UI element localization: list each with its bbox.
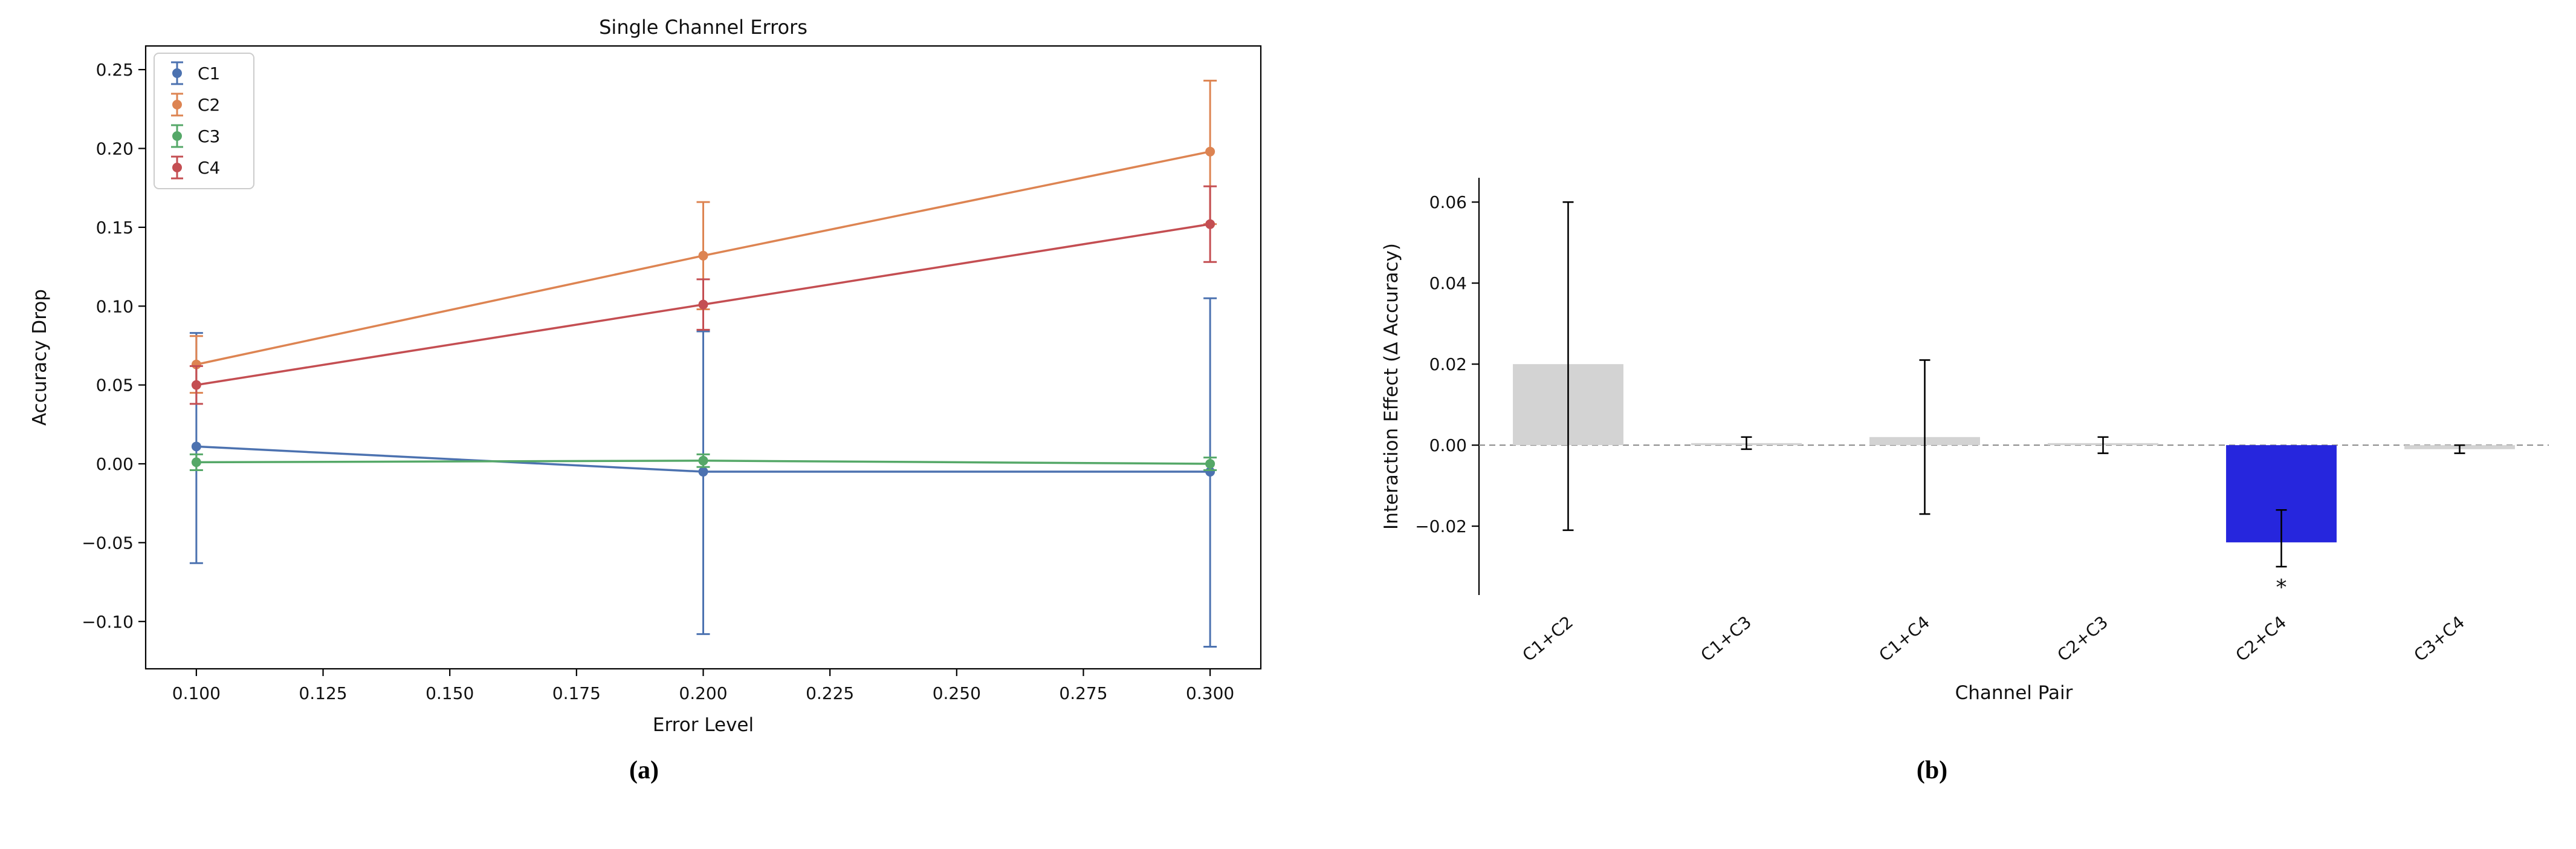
svg-text:C3: C3: [198, 126, 220, 146]
svg-text:Accuracy Drop: Accuracy Drop: [29, 289, 51, 426]
svg-text:C1+C3: C1+C3: [1697, 612, 1755, 665]
svg-text:C1: C1: [198, 63, 220, 83]
svg-text:0.10: 0.10: [95, 296, 133, 316]
svg-text:0.04: 0.04: [1429, 273, 1466, 293]
figure-a-caption: (a): [629, 756, 659, 784]
svg-text:0.20: 0.20: [95, 138, 133, 158]
svg-text:0.25: 0.25: [95, 60, 133, 80]
svg-text:0.00: 0.00: [95, 454, 133, 474]
svg-text:0.175: 0.175: [552, 683, 600, 703]
line-chart-single-channel-errors: Single Channel Errors 0.100 0.125 0.150 0.17…: [29, 16, 1261, 736]
svg-text:C2+C3: C2+C3: [2053, 612, 2111, 665]
svg-text:0.15: 0.15: [95, 218, 133, 238]
svg-text:Error Level: Error Level: [652, 714, 753, 736]
svg-text:C1+C2: C1+C2: [1518, 612, 1576, 665]
svg-text:−0.02: −0.02: [1415, 516, 1467, 536]
svg-text:0.150: 0.150: [426, 683, 474, 703]
svg-text:0.200: 0.200: [679, 683, 727, 703]
figure-b-caption: (b): [1916, 756, 1948, 784]
svg-text:0.02: 0.02: [1429, 354, 1466, 374]
figure-b: −0.02 0.00 0.02 0.04 0.06 C1+C2 C1+C3 C1+C4 C2+C…: [1288, 0, 2576, 849]
svg-text:C2: C2: [198, 95, 220, 115]
svg-text:Interaction Effect (Δ Accuracy: Interaction Effect (Δ Accuracy): [1380, 243, 1402, 530]
svg-text:Single Channel Errors: Single Channel Errors: [599, 16, 807, 39]
svg-text:C3+C4: C3+C4: [2410, 612, 2468, 665]
svg-text:0.125: 0.125: [299, 683, 347, 703]
svg-text:C1+C4: C1+C4: [1875, 612, 1933, 665]
svg-text:0.100: 0.100: [172, 683, 220, 703]
svg-text:0.275: 0.275: [1059, 683, 1107, 703]
svg-text:0.225: 0.225: [806, 683, 854, 703]
svg-text:0.05: 0.05: [95, 376, 133, 395]
svg-text:−0.05: −0.05: [82, 533, 134, 553]
svg-text:*: *: [2276, 575, 2286, 600]
svg-text:Channel Pair: Channel Pair: [1955, 682, 2073, 704]
svg-text:0.300: 0.300: [1186, 683, 1234, 703]
svg-text:C4: C4: [198, 158, 220, 178]
svg-text:0.250: 0.250: [932, 683, 980, 703]
svg-text:−0.10: −0.10: [82, 612, 134, 632]
figure-a: Single Channel Errors 0.100 0.125 0.150 0.17…: [29, 16, 1261, 784]
svg-text:0.06: 0.06: [1429, 192, 1466, 212]
svg-text:C2+C4: C2+C4: [2231, 612, 2290, 665]
bar-chart-interaction-effect: −0.02 0.00 0.02 0.04 0.06 C1+C2 C1+C3 C1+C4 C2+C…: [1380, 178, 2549, 704]
svg-text:0.00: 0.00: [1429, 435, 1466, 455]
